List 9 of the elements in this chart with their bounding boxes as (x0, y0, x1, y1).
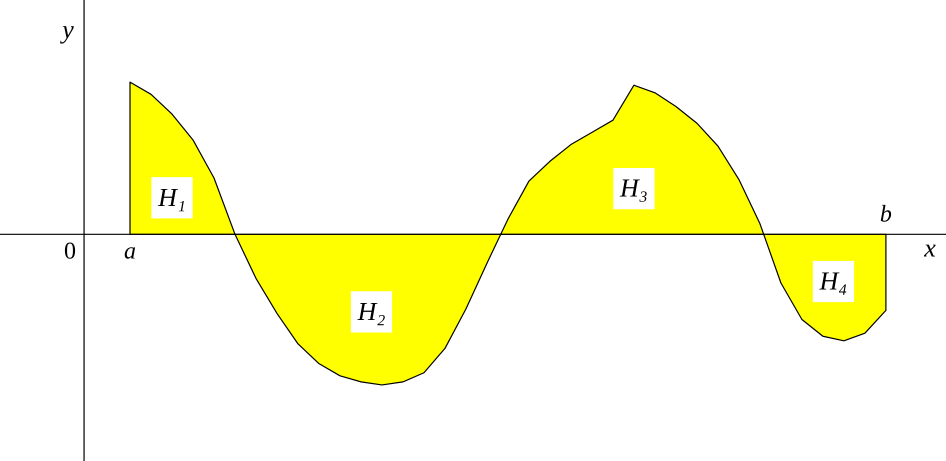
annotation: H₁ (157, 182, 186, 212)
x-tick-label: a (124, 238, 136, 264)
annotation: H₂ (356, 296, 386, 326)
annotation: H₃ (619, 174, 648, 203)
annotation: H₄ (818, 266, 848, 296)
x-axis-title: x (923, 233, 936, 262)
y-axis-title: y (59, 15, 74, 44)
x-tick-label: b (880, 201, 892, 228)
text: 0 (64, 238, 76, 264)
